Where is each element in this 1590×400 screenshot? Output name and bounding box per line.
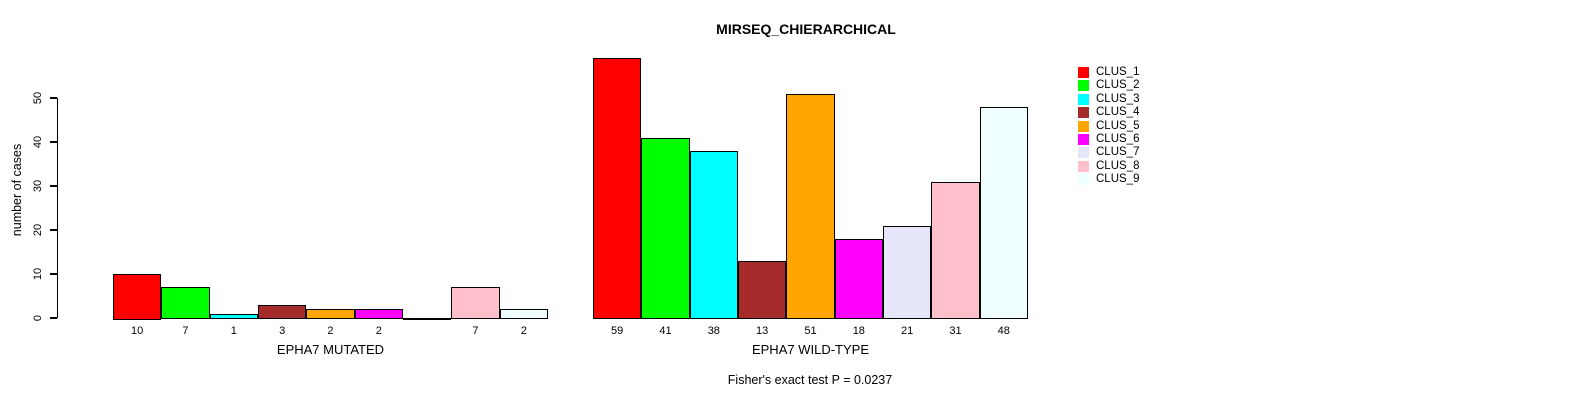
y-axis-tick-label: 30: [32, 179, 44, 193]
bar-CLUS_5: [786, 93, 835, 320]
y-axis-tick: [49, 273, 57, 275]
legend-label-CLUS_3: CLUS_3: [1096, 92, 1140, 105]
bar-CLUS_4: [257, 304, 307, 320]
bar-CLUS_6: [834, 238, 883, 320]
bar-CLUS_1: [593, 58, 642, 320]
bar-CLUS_6: [354, 309, 403, 320]
bar-value-label: 2: [375, 325, 382, 337]
bar-CLUS_1: [113, 274, 162, 320]
y-axis-tick-label: 40: [32, 135, 44, 149]
bar-CLUS_3: [689, 150, 738, 320]
bar-zero-CLUS_7: [402, 318, 452, 320]
legend-swatch-CLUS_9: [1078, 174, 1089, 186]
bar-value-label: 3: [279, 325, 286, 337]
bar-CLUS_8: [931, 181, 980, 320]
bar-CLUS_3: [209, 313, 258, 320]
bar-CLUS_9: [499, 309, 548, 320]
x-axis-group-label: EPHA7 WILD-TYPE: [751, 342, 869, 357]
legend-label-CLUS_4: CLUS_4: [1096, 106, 1140, 119]
chart-title: MIRSEQ_CHIERARCHICAL: [716, 21, 896, 37]
bar-CLUS_8: [451, 287, 500, 320]
legend-swatch-CLUS_5: [1078, 120, 1089, 132]
bar-CLUS_4: [737, 260, 787, 320]
legend-swatch-CLUS_4: [1078, 107, 1089, 119]
y-axis-tick: [49, 317, 57, 319]
y-axis-tick: [49, 185, 57, 187]
y-axis-tick-label: 10: [32, 267, 44, 281]
legend-label-CLUS_8: CLUS_8: [1096, 159, 1140, 172]
x-axis-group-label: EPHA7 MUTATED: [276, 342, 385, 357]
legend-swatch-CLUS_3: [1078, 93, 1089, 105]
legend-label-CLUS_5: CLUS_5: [1096, 119, 1140, 132]
legend-swatch-CLUS_6: [1078, 134, 1089, 145]
bar-CLUS_5: [306, 309, 355, 320]
bar-value-label: 10: [131, 325, 144, 337]
legend-label-CLUS_2: CLUS_2: [1096, 79, 1140, 92]
bar-value-label: 1: [230, 325, 237, 337]
y-axis-tick-label: 50: [32, 91, 44, 105]
legend-swatch-CLUS_2: [1078, 80, 1089, 92]
legend-swatch-CLUS_1: [1078, 67, 1089, 78]
bar-value-label: 51: [804, 325, 817, 337]
legend-swatch-CLUS_8: [1078, 160, 1089, 172]
bar-value-label: 31: [949, 325, 962, 337]
bar-CLUS_7: [882, 225, 932, 320]
legend-label-CLUS_7: CLUS_7: [1096, 146, 1140, 159]
bar-value-label: 2: [327, 325, 334, 337]
bar-value-label: 59: [611, 325, 624, 337]
bar-value-label: 2: [520, 325, 527, 337]
y-axis-tick: [49, 97, 57, 99]
bar-value-label: 13: [756, 325, 769, 337]
bar-value-label: 48: [997, 325, 1010, 337]
bar-CLUS_2: [161, 287, 210, 320]
y-axis-tick-label: 0: [32, 314, 44, 322]
y-axis-tick: [49, 141, 57, 143]
legend-label-CLUS_1: CLUS_1: [1096, 66, 1140, 78]
bar-value-label: 41: [659, 325, 672, 337]
bar-CLUS_9: [979, 106, 1028, 320]
bar-value-label: 7: [182, 325, 189, 337]
bar-CLUS_2: [641, 137, 690, 320]
y-axis-tick-label: 20: [32, 223, 44, 237]
bar-value-label: 21: [901, 325, 914, 337]
y-axis-label: number of cases: [10, 143, 24, 237]
legend-swatch-CLUS_7: [1078, 147, 1089, 159]
legend-label-CLUS_9: CLUS_9: [1096, 173, 1140, 186]
legend-label-CLUS_6: CLUS_6: [1096, 133, 1140, 145]
bar-value-label: 7: [472, 325, 479, 337]
bar-value-label: 18: [852, 325, 865, 337]
y-axis-line: [56, 98, 58, 318]
fisher-test-annotation: Fisher's exact test P = 0.0237: [727, 373, 893, 387]
y-axis-tick: [49, 229, 57, 231]
bar-value-label: 38: [707, 325, 720, 337]
